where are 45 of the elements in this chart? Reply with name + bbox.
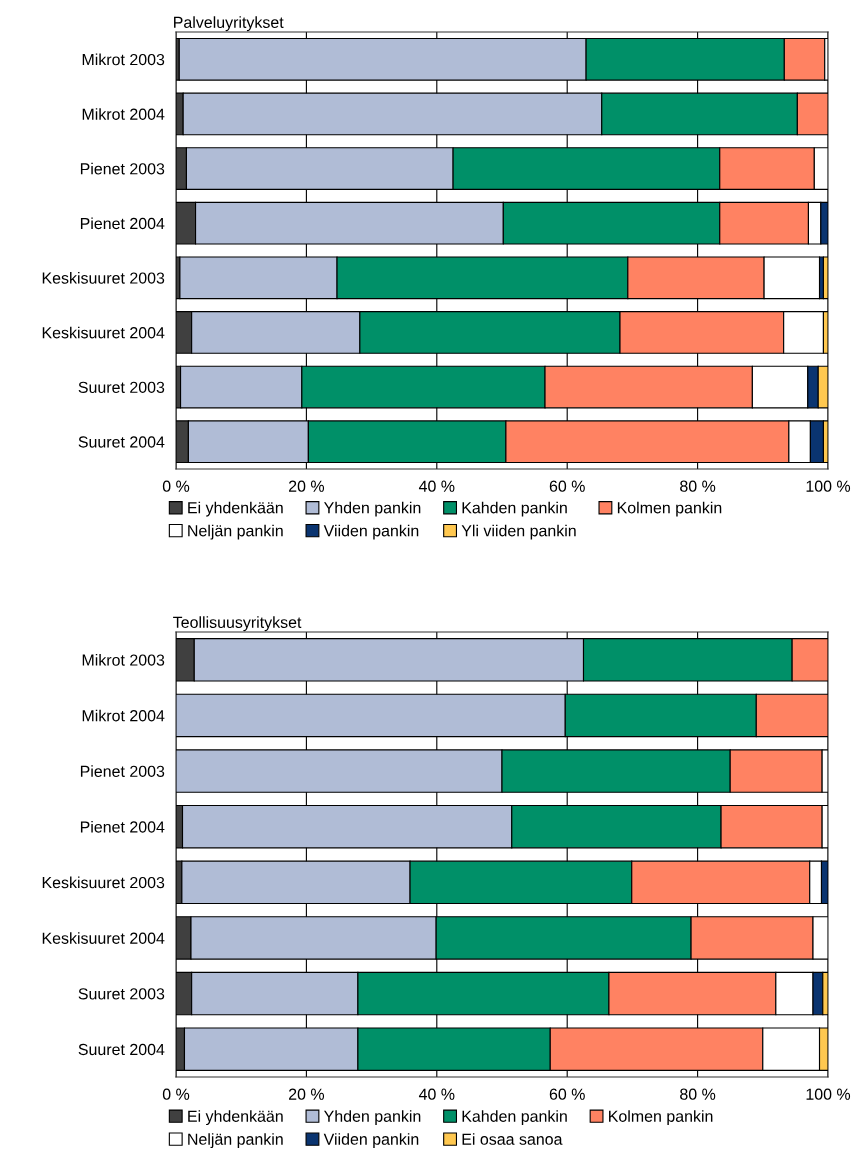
y-tick-label: Mikrot 2003 xyxy=(82,654,165,666)
legend-label: Ei osaa sanoa xyxy=(462,1133,563,1145)
chart-title: Teollisuusyritykset xyxy=(173,616,302,632)
legend-label: Ei yhdenkään xyxy=(188,501,283,517)
legend-label: Ei yhdenkään xyxy=(188,1110,283,1126)
y-tick-label: Suuret 2004 xyxy=(78,436,165,448)
y-tick-label: Keskisuuret 2003 xyxy=(42,272,165,284)
y-tick-label: Keskisuuret 2004 xyxy=(42,326,165,339)
chart-title: Palveluyritykset xyxy=(174,16,284,32)
x-tick-label: 100 % xyxy=(806,1088,851,1100)
bar xyxy=(822,256,828,300)
x-tick-label: 0 % xyxy=(162,1088,190,1100)
legend-label: Viiden pankin xyxy=(323,1133,419,1149)
x-tick-label: 40 % xyxy=(418,480,455,492)
y-tick-label: Suuret 2003 xyxy=(78,988,165,1000)
legend-label: Kahden pankin xyxy=(462,1110,567,1126)
legend-label: Viiden pankin xyxy=(323,524,419,540)
legend-label: Kolmen pankin xyxy=(609,1110,713,1126)
y-tick-label: Pienet 2003 xyxy=(80,162,165,175)
y-tick-label: Keskisuuret 2004 xyxy=(42,932,165,944)
x-tick-label: 40 % xyxy=(418,1088,455,1100)
y-tick-label: Mikrot 2003 xyxy=(82,53,165,66)
y-tick-label: Pienet 2004 xyxy=(80,217,165,230)
x-tick-label: 0 % xyxy=(162,480,190,492)
legend-label: Kolmen pankin xyxy=(617,501,722,517)
x-tick-label: 20 % xyxy=(289,480,325,492)
legend-label: Yli viiden pankin xyxy=(461,524,576,540)
x-tick-label: 60 % xyxy=(549,480,585,492)
y-tick-label: Pienet 2003 xyxy=(80,765,165,778)
legend-label: Yhden pankin xyxy=(323,501,421,517)
legend-label: Neljän pankin xyxy=(188,1133,283,1149)
legend-label: Yhden pankin xyxy=(323,1110,421,1126)
legend-label: Kahden pankin xyxy=(462,501,567,517)
y-tick-label: Mikrot 2004 xyxy=(82,709,165,722)
x-tick-label: 20 % xyxy=(289,1088,325,1100)
x-tick-label: 100 % xyxy=(806,480,851,492)
x-tick-label: 60 % xyxy=(549,1088,585,1100)
y-tick-label: Suuret 2004 xyxy=(78,1043,165,1056)
legend-label: Neljän pankin xyxy=(188,524,283,540)
y-tick-label: Mikrot 2004 xyxy=(82,108,165,120)
y-tick-label: Keskisuuret 2003 xyxy=(42,876,165,889)
y-tick-label: Pienet 2004 xyxy=(80,820,165,833)
x-tick-label: 80 % xyxy=(680,480,716,492)
y-tick-label: Suuret 2003 xyxy=(78,381,165,394)
x-tick-label: 80 % xyxy=(680,1088,716,1100)
